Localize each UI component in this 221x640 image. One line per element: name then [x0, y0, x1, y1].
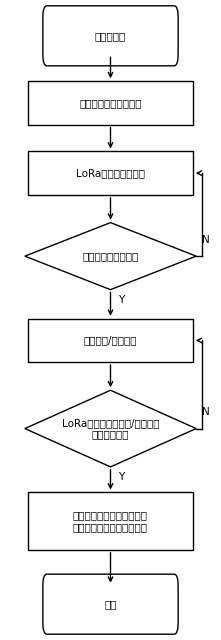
Bar [28, 492, 193, 550]
Text: 下行通信数据有效？: 下行通信数据有效？ [82, 251, 139, 261]
FancyBboxPatch shape [43, 6, 178, 66]
Polygon shape [25, 223, 196, 290]
FancyBboxPatch shape [43, 574, 178, 634]
Text: N: N [202, 235, 209, 244]
Bar [28, 81, 193, 125]
Text: 结束: 结束 [104, 599, 117, 609]
Bar [28, 319, 193, 362]
Text: N: N [202, 407, 209, 417]
Text: LoRa从节点收到采集/控制命令
且命令正确？: LoRa从节点收到采集/控制命令 且命令正确？ [62, 418, 159, 440]
Polygon shape [25, 390, 196, 467]
Text: LoRa主节点接收数据: LoRa主节点接收数据 [76, 168, 145, 178]
Text: Y: Y [118, 295, 125, 305]
Text: 下发采集/控制命令: 下发采集/控制命令 [84, 335, 137, 346]
Text: 采集控制平台数据下行: 采集控制平台数据下行 [79, 98, 142, 108]
Text: 系统初始化: 系统初始化 [95, 31, 126, 41]
Text: Y: Y [118, 472, 125, 482]
Text: 从节点回复结果原路返回给
采集控制平台（通信上行）: 从节点回复结果原路返回给 采集控制平台（通信上行） [73, 510, 148, 532]
Bar [28, 152, 193, 195]
